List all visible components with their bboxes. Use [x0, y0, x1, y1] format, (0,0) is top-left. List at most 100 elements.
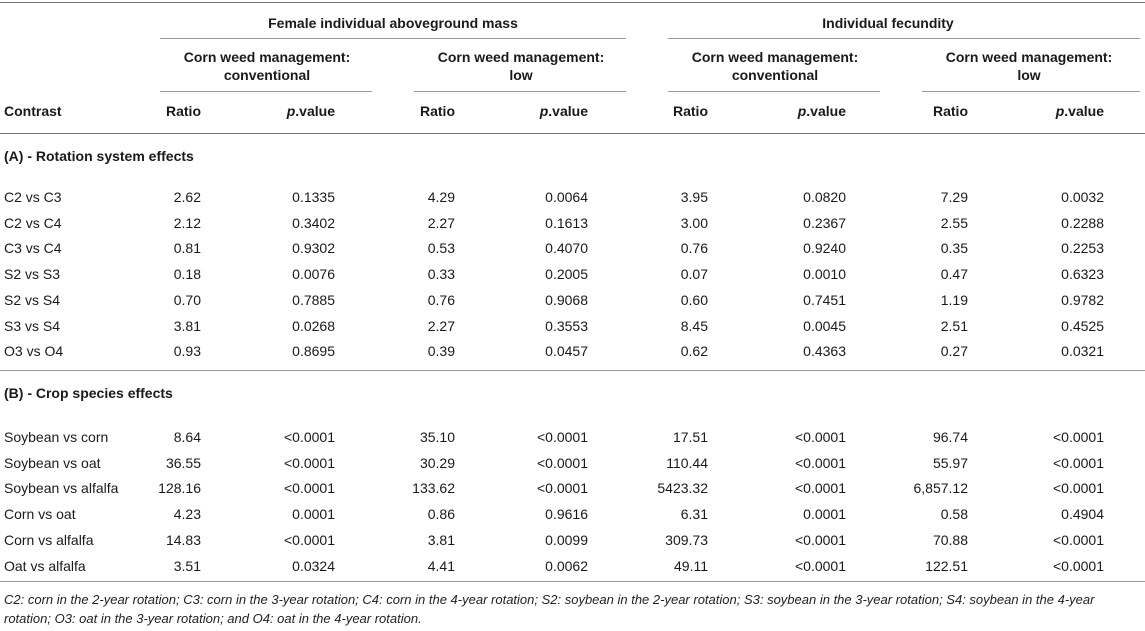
- column-header-pvalue: p.value: [488, 102, 588, 120]
- cell-pvalue: <0.0001: [795, 480, 846, 496]
- cell-pvalue: <0.0001: [795, 429, 846, 445]
- cell-pvalue: 0.2288: [1061, 215, 1104, 231]
- row-contrast-label: Soybean vs alfalfa: [4, 480, 119, 496]
- cell-pvalue: 0.9302: [292, 240, 335, 256]
- cell-ratio: 35.10: [419, 429, 455, 445]
- cell-ratio: 2.51: [940, 318, 968, 334]
- cell-ratio: 0.27: [940, 343, 968, 359]
- cell-ratio: 309.73: [665, 532, 708, 548]
- cell-pvalue: 0.0001: [803, 506, 846, 522]
- cell-ratio: 0.58: [940, 506, 968, 522]
- cell-ratio: 3.95: [680, 189, 708, 205]
- cell-ratio: 3.51: [173, 558, 201, 574]
- row-contrast-label: C3 vs C4: [4, 240, 62, 256]
- subgroup-rule: [414, 91, 626, 92]
- cell-pvalue: 0.7451: [803, 292, 846, 308]
- cell-pvalue: 0.9240: [803, 240, 846, 256]
- column-header-ratio: Ratio: [673, 103, 708, 119]
- subheader-line-1: Corn weed management:: [945, 49, 1113, 65]
- cell-ratio: 0.76: [427, 292, 455, 308]
- cell-pvalue: 0.7885: [292, 292, 335, 308]
- pvalue-suffix: .value: [295, 103, 335, 119]
- top-rule: [0, 2, 1145, 3]
- cell-ratio: 0.76: [680, 240, 708, 256]
- cell-ratio: 1.19: [940, 292, 968, 308]
- row-contrast-label: C2 vs C3: [4, 189, 62, 205]
- cell-pvalue: 0.4904: [1061, 506, 1104, 522]
- cell-pvalue: 0.0032: [1061, 189, 1104, 205]
- cell-pvalue: <0.0001: [1053, 455, 1104, 471]
- cell-pvalue: 0.0076: [292, 266, 335, 282]
- cell-ratio: 110.44: [666, 455, 708, 471]
- cell-pvalue: 0.0324: [292, 558, 335, 574]
- table-footnote: C2: corn in the 2-year rotation; C3: cor…: [4, 592, 1095, 626]
- subgroup-rule: [668, 91, 880, 92]
- row-contrast-label: O3 vs O4: [4, 343, 64, 359]
- cell-ratio: 4.29: [427, 189, 455, 205]
- cell-pvalue: 0.1335: [292, 189, 335, 205]
- cell-ratio: 70.88: [932, 532, 968, 548]
- row-contrast-label: Oat vs alfalfa: [4, 558, 86, 574]
- cell-pvalue: <0.0001: [1053, 558, 1104, 574]
- cell-pvalue: <0.0001: [284, 532, 335, 548]
- group-header-fecundity: Individual fecundity: [822, 15, 954, 31]
- cell-ratio: 0.47: [940, 266, 968, 282]
- cell-ratio: 0.62: [680, 343, 708, 359]
- cell-ratio: 17.51: [672, 429, 708, 445]
- cell-pvalue: 0.0321: [1061, 343, 1104, 359]
- row-contrast-label: C2 vs C4: [4, 215, 62, 231]
- group-rule-mass: [160, 38, 626, 39]
- cell-pvalue: 0.0457: [545, 343, 588, 359]
- subheader-mass-low: Corn weed management: low: [414, 48, 628, 84]
- cell-pvalue: <0.0001: [795, 558, 846, 574]
- row-contrast-label: S2 vs S3: [4, 266, 61, 282]
- row-contrast-label: Soybean vs oat: [4, 455, 101, 471]
- subheader-line-2: conventional: [223, 67, 311, 83]
- cell-pvalue: <0.0001: [1053, 532, 1104, 548]
- cell-ratio: 0.60: [680, 292, 708, 308]
- cell-ratio: 8.64: [173, 429, 201, 445]
- cell-ratio: 5423.32: [657, 480, 708, 496]
- pvalue-suffix: .value: [1064, 103, 1104, 119]
- cell-ratio: 0.39: [427, 343, 455, 359]
- cell-ratio: 0.53: [427, 240, 455, 256]
- table-bottom-rule: [0, 581, 1145, 582]
- row-contrast-label: Soybean vs corn: [4, 429, 109, 445]
- cell-ratio: 0.70: [173, 292, 201, 308]
- cell-ratio: 30.29: [419, 455, 455, 471]
- subheader-line-1: Corn weed management:: [691, 49, 859, 65]
- header-bottom-rule: [0, 133, 1145, 134]
- cell-ratio: 0.35: [940, 240, 968, 256]
- subheader-line-1: Corn weed management:: [183, 49, 351, 65]
- subheader-fecundity-low: Corn weed management: low: [922, 48, 1136, 84]
- cell-ratio: 122.51: [925, 558, 968, 574]
- pvalue-italic-p: p: [1055, 103, 1065, 119]
- cell-ratio: 4.41: [427, 558, 455, 574]
- cell-pvalue: <0.0001: [284, 429, 335, 445]
- column-header-ratio: Ratio: [166, 103, 201, 119]
- column-header-ratio: Ratio: [420, 103, 455, 119]
- cell-ratio: 55.97: [932, 455, 968, 471]
- pvalue-italic-p: p: [797, 103, 807, 119]
- row-contrast-label: Corn vs oat: [4, 506, 76, 522]
- cell-ratio: 14.83: [165, 532, 201, 548]
- cell-pvalue: <0.0001: [537, 480, 588, 496]
- cell-pvalue: <0.0001: [284, 455, 335, 471]
- cell-ratio: 36.55: [165, 455, 201, 471]
- cell-pvalue: 0.2005: [545, 266, 588, 282]
- cell-ratio: 4.23: [173, 506, 201, 522]
- cell-ratio: 2.55: [940, 215, 968, 231]
- cell-pvalue: <0.0001: [284, 480, 335, 496]
- cell-pvalue: 0.0268: [292, 318, 335, 334]
- subheader-fecundity-conventional: Corn weed management: conventional: [668, 48, 882, 84]
- cell-ratio: 2.27: [427, 318, 455, 334]
- cell-ratio: 2.27: [427, 215, 455, 231]
- cell-pvalue: 0.0001: [292, 506, 335, 522]
- cell-pvalue: 0.8695: [292, 343, 335, 359]
- cell-pvalue: <0.0001: [795, 532, 846, 548]
- cell-ratio: 7.29: [940, 189, 968, 205]
- cell-ratio: 0.07: [680, 266, 708, 282]
- row-contrast-label: Corn vs alfalfa: [4, 532, 94, 548]
- cell-pvalue: 0.3553: [545, 318, 588, 334]
